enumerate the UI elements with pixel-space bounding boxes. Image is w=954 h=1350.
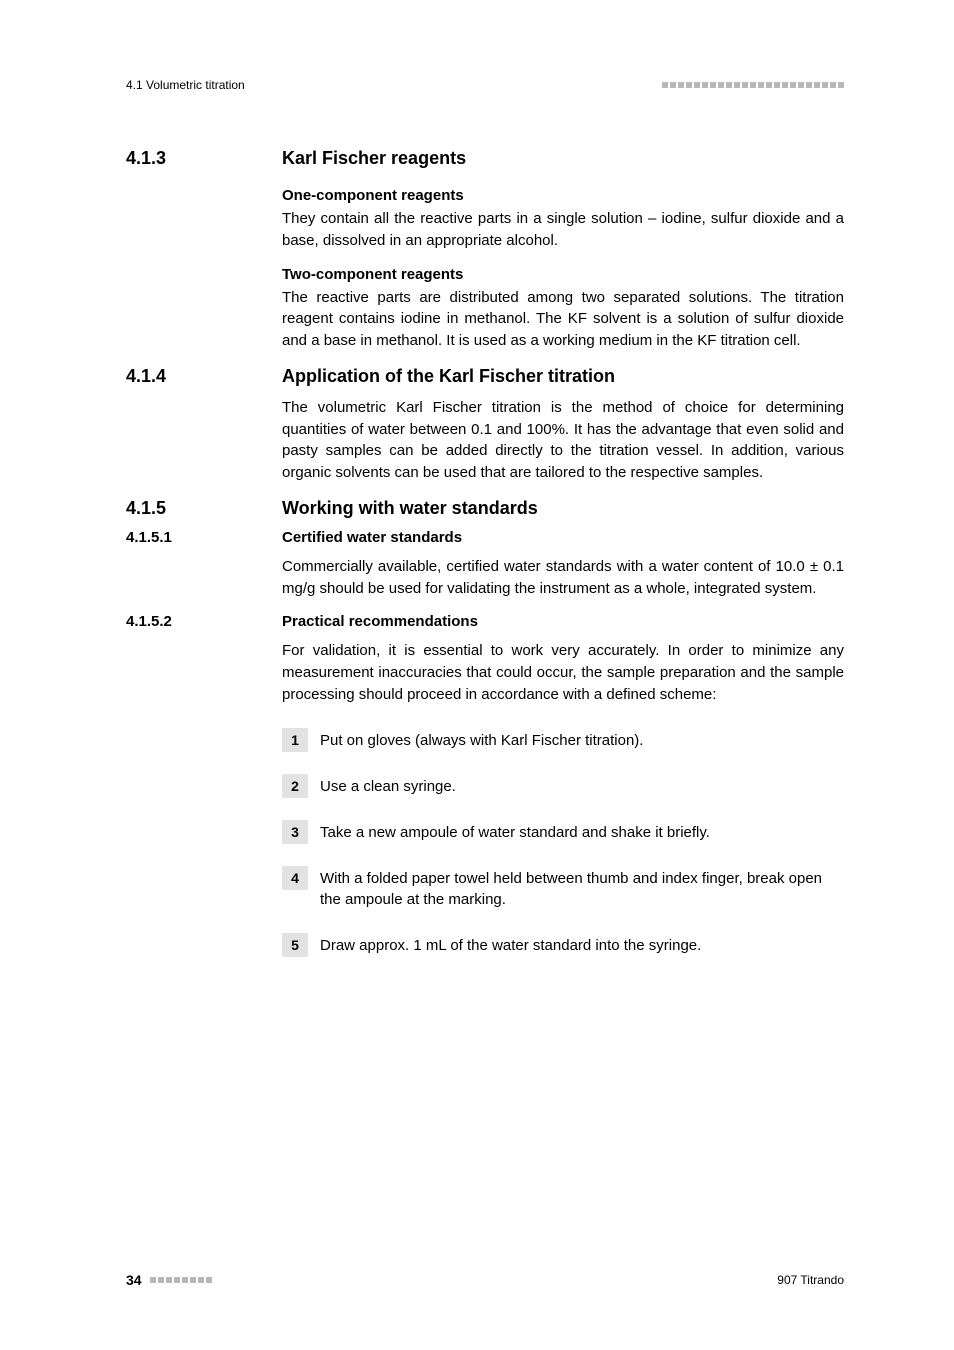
section-title: Certified water standards <box>282 529 462 546</box>
footer-left: 34 <box>126 1272 212 1288</box>
body-one-component: They contain all the reactive parts in a… <box>282 208 844 252</box>
header-section-label: 4.1 Volumetric titration <box>126 78 245 92</box>
section-title: Application of the Karl Fischer titratio… <box>282 366 615 387</box>
section-4-1-3-heading: 4.1.3 Karl Fischer reagents <box>126 148 844 169</box>
body-two-component: The reactive parts are distributed among… <box>282 287 844 352</box>
subhead-two-component: Two-component reagents <box>282 266 844 283</box>
section-4-1-5-2-heading: 4.1.5.2 Practical recommendations <box>126 613 844 630</box>
body-4-1-5-2: For validation, it is essential to work … <box>282 640 844 705</box>
step-number-box: 5 <box>282 933 308 957</box>
step-text: Put on gloves (always with Karl Fischer … <box>320 728 643 752</box>
footer-squares <box>150 1277 212 1283</box>
page-header: 4.1 Volumetric titration <box>126 78 844 92</box>
body-4-1-4: The volumetric Karl Fischer titration is… <box>282 397 844 484</box>
section-number: 4.1.4 <box>126 366 282 387</box>
step-text: Take a new ampoule of water standard and… <box>320 820 710 844</box>
section-title: Karl Fischer reagents <box>282 148 466 169</box>
page-number: 34 <box>126 1272 142 1288</box>
section-number: 4.1.5.2 <box>126 613 282 630</box>
section-number: 4.1.5 <box>126 498 282 519</box>
step-2: 2 Use a clean syringe. <box>282 774 844 798</box>
body-4-1-5-1: Commercially available, certified water … <box>282 556 844 600</box>
step-4: 4 With a folded paper towel held between… <box>282 866 844 912</box>
step-text: Draw approx. 1 mL of the water standard … <box>320 933 701 957</box>
step-3: 3 Take a new ampoule of water standard a… <box>282 820 844 844</box>
section-number: 4.1.3 <box>126 148 282 169</box>
header-squares <box>662 82 844 88</box>
subhead-one-component: One-component reagents <box>282 187 844 204</box>
section-title: Working with water standards <box>282 498 538 519</box>
step-number-box: 2 <box>282 774 308 798</box>
section-4-1-5-heading: 4.1.5 Working with water standards <box>126 498 844 519</box>
step-5: 5 Draw approx. 1 mL of the water standar… <box>282 933 844 957</box>
page-footer: 34 907 Titrando <box>126 1272 844 1288</box>
step-number-box: 3 <box>282 820 308 844</box>
step-text: With a folded paper towel held between t… <box>320 866 844 912</box>
step-text: Use a clean syringe. <box>320 774 456 798</box>
section-number: 4.1.5.1 <box>126 529 282 546</box>
step-number-box: 4 <box>282 866 308 890</box>
footer-product-name: 907 Titrando <box>777 1273 844 1287</box>
step-1: 1 Put on gloves (always with Karl Fische… <box>282 728 844 752</box>
section-4-1-4-heading: 4.1.4 Application of the Karl Fischer ti… <box>126 366 844 387</box>
section-title: Practical recommendations <box>282 613 478 630</box>
section-4-1-5-1-heading: 4.1.5.1 Certified water standards <box>126 529 844 546</box>
step-number-box: 1 <box>282 728 308 752</box>
